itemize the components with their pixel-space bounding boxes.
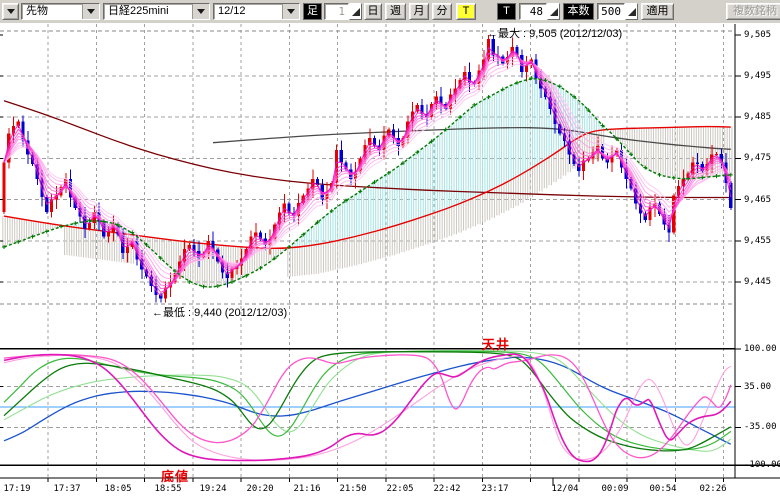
symbol-value: 日経225mini xyxy=(108,5,169,17)
y-axis-price-label: 9,475 xyxy=(744,153,772,164)
floor-label: 底値 xyxy=(161,469,190,484)
axes-frame xyxy=(0,24,780,486)
period-day-button[interactable]: 日 xyxy=(364,3,382,20)
dropdown-arrow-icon xyxy=(87,9,95,14)
x-axis-time-label: 19:24 xyxy=(199,484,227,494)
combo-dropdown-button[interactable] xyxy=(192,4,209,19)
contract-month-value: 12/12 xyxy=(218,5,246,17)
ma-ribbon xyxy=(3,46,732,297)
y-axis-price-label: 9,465 xyxy=(744,194,772,205)
dropdown-arrow-icon xyxy=(197,9,205,14)
count-spin-button[interactable] xyxy=(625,3,638,20)
rci-pink-mid xyxy=(3,353,732,459)
x-axis-time-label: 18:05 xyxy=(104,484,132,494)
x-axis-time-label: 17:37 xyxy=(53,484,81,494)
session-high-annotation: ←最大 : 9,505 (2012/12/03) xyxy=(487,28,623,40)
x-axis-time-label: 23:17 xyxy=(481,484,509,494)
bars-spin-field[interactable]: 48 xyxy=(519,3,547,20)
x-axis-time-label: 20:20 xyxy=(246,484,274,494)
list-dropdown-button[interactable] xyxy=(2,3,19,20)
y-axis-price-label: 9,445 xyxy=(744,277,772,287)
combo-dropdown-button[interactable] xyxy=(282,4,299,19)
spinner-icon xyxy=(549,8,558,16)
dropdown-arrow-icon xyxy=(6,9,15,14)
apply-button[interactable]: 適用 xyxy=(641,3,674,20)
rci-green-light xyxy=(3,349,732,452)
x-axis-time-label: 18:55 xyxy=(154,484,182,494)
x-axis-time-label: 00:09 xyxy=(601,484,629,494)
oscillator-series xyxy=(3,349,732,463)
y-axis-price-label: 9,505 xyxy=(744,29,772,40)
x-axis-time-label: 12/04 xyxy=(551,484,579,494)
y-axis-oscillator-label: -100.00 xyxy=(744,460,780,471)
interval-spin-field[interactable]: 1 xyxy=(324,3,349,20)
x-axis-time-label: 00:54 xyxy=(649,484,677,494)
spinner-icon xyxy=(627,8,636,16)
spinner-icon xyxy=(351,8,360,16)
symbol-combobox[interactable]: 日経225mini xyxy=(103,3,210,20)
bars-spin-button[interactable] xyxy=(547,3,560,20)
x-axis-time-label: 22:42 xyxy=(433,484,461,494)
period-tick-button[interactable]: T xyxy=(456,3,476,20)
toolbar: 先物 日経225mini 12/12 足 1 日 週 月 分 T T 48 本数… xyxy=(0,0,780,24)
period-week-button[interactable]: 週 xyxy=(385,3,406,20)
x-axis-time-label: 02:26 xyxy=(699,484,727,494)
y-axis-price-label: 9,495 xyxy=(744,71,772,81)
count-spin-field[interactable]: 500 xyxy=(597,3,625,20)
session-low-annotation: ←最低 : 9,440 (2012/12/03) xyxy=(152,307,288,319)
x-axis-time-label: 21:50 xyxy=(339,484,367,494)
y-axis-price-label: 9,455 xyxy=(744,235,772,246)
y-axis-oscillator-label: 100.00 xyxy=(744,343,777,354)
rci-pink-bold xyxy=(3,353,732,463)
period-month-button[interactable]: 月 xyxy=(409,3,429,20)
contract-month-combobox[interactable]: 12/12 xyxy=(213,3,300,20)
y-axis-price-label: 9,485 xyxy=(744,112,772,123)
multi-symbol-button[interactable]: 複数銘柄 xyxy=(726,3,780,20)
combo-dropdown-button[interactable] xyxy=(82,4,99,19)
interval-spin-button[interactable] xyxy=(349,3,362,20)
green-dotted-ma xyxy=(2,76,733,289)
ceiling-label: 天井 xyxy=(482,337,511,352)
rci-pink-light xyxy=(3,354,732,461)
period-minute-button[interactable]: 分 xyxy=(432,3,452,20)
x-axis-time-label: 17:19 xyxy=(3,484,31,494)
y-axis-oscillator-label: 35.00 xyxy=(744,381,772,392)
instrument-combobox[interactable]: 先物 xyxy=(21,3,100,20)
y-axis-oscillator-label: -35.00 xyxy=(744,422,777,433)
rci-green-dark xyxy=(3,351,732,452)
instrument-value: 先物 xyxy=(26,5,48,17)
chart-canvas[interactable] xyxy=(0,23,780,500)
bar-count-label: 本数 xyxy=(563,3,594,20)
dropdown-arrow-icon xyxy=(287,9,295,14)
rci-blue xyxy=(3,356,732,445)
x-axis-time-label: 21:16 xyxy=(293,484,321,494)
candle-type-label: 足 xyxy=(303,3,322,20)
tick-mode-chip: T xyxy=(497,3,516,20)
x-axis-time-label: 22:05 xyxy=(386,484,414,494)
